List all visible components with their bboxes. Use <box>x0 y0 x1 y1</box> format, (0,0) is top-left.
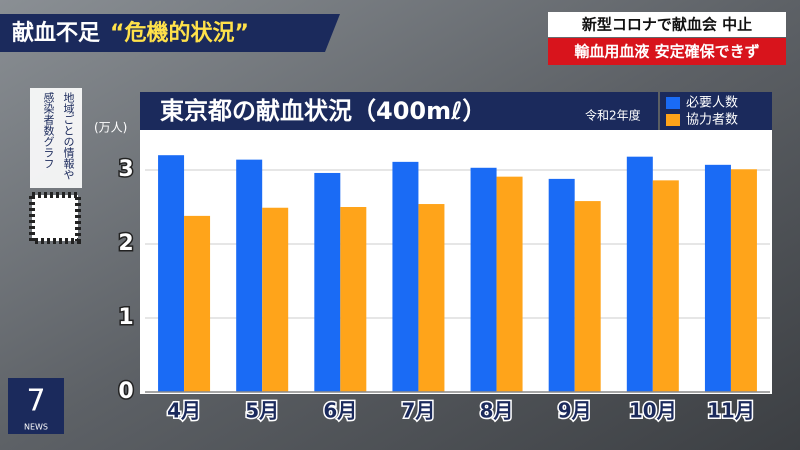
legend-swatch <box>666 114 680 126</box>
y-axis-label: (万人) <box>94 121 127 135</box>
side-note: 地域ごとの情報や <box>62 92 75 180</box>
headline-quote: “危機的状況” <box>110 20 249 46</box>
bar <box>184 215 211 392</box>
bar <box>158 155 185 392</box>
topic-box <box>548 38 786 65</box>
logo-box <box>8 378 64 434</box>
bar <box>340 207 367 392</box>
title-bar <box>140 92 658 130</box>
x-tick-label: 5月 <box>245 399 279 423</box>
bar <box>262 207 289 392</box>
bar <box>418 204 445 392</box>
bar <box>496 176 523 392</box>
chart-title: 東京都の献血状況（400mℓ） <box>160 97 486 125</box>
x-tick-label: 7月 <box>401 399 435 423</box>
side-note-box <box>30 88 82 188</box>
chart-subtitle: 令和2年度 <box>585 108 641 123</box>
bar <box>574 201 601 392</box>
x-tick-label: 11月 <box>707 399 755 423</box>
bar <box>392 161 419 392</box>
x-tick-label: 10月 <box>629 399 677 423</box>
side-note: 感染者数グラフ <box>42 92 55 169</box>
bar <box>548 178 575 392</box>
y-tick-label: 2 <box>118 231 133 256</box>
logo-number: 7 <box>26 384 45 419</box>
bar <box>730 169 757 392</box>
x-tick-label: 8月 <box>480 399 514 423</box>
legend-label: 協力者数 <box>686 113 738 128</box>
y-tick-label: 0 <box>118 379 133 404</box>
bar <box>652 180 679 392</box>
y-tick-label: 1 <box>118 305 133 330</box>
x-tick-label: 9月 <box>558 399 592 423</box>
y-tick-label: 3 <box>118 157 133 182</box>
bar <box>314 172 341 392</box>
bar <box>626 156 653 392</box>
logo-text: NEWS <box>24 423 48 432</box>
bar <box>236 159 263 392</box>
headline-main: 献血不足 <box>12 20 100 46</box>
topic-box <box>548 12 786 37</box>
qr-code <box>29 192 81 244</box>
bar <box>470 167 497 392</box>
x-tick-label: 4月 <box>167 399 201 423</box>
bar <box>704 164 731 392</box>
headline-banner <box>0 14 340 52</box>
legend-label: 必要人数 <box>686 96 738 111</box>
topic: 輸血用血液 安定確保できず <box>574 43 759 61</box>
x-tick-label: 6月 <box>323 399 357 423</box>
legend-swatch <box>666 97 680 109</box>
topic: 新型コロナで献血会 中止 <box>582 16 752 34</box>
